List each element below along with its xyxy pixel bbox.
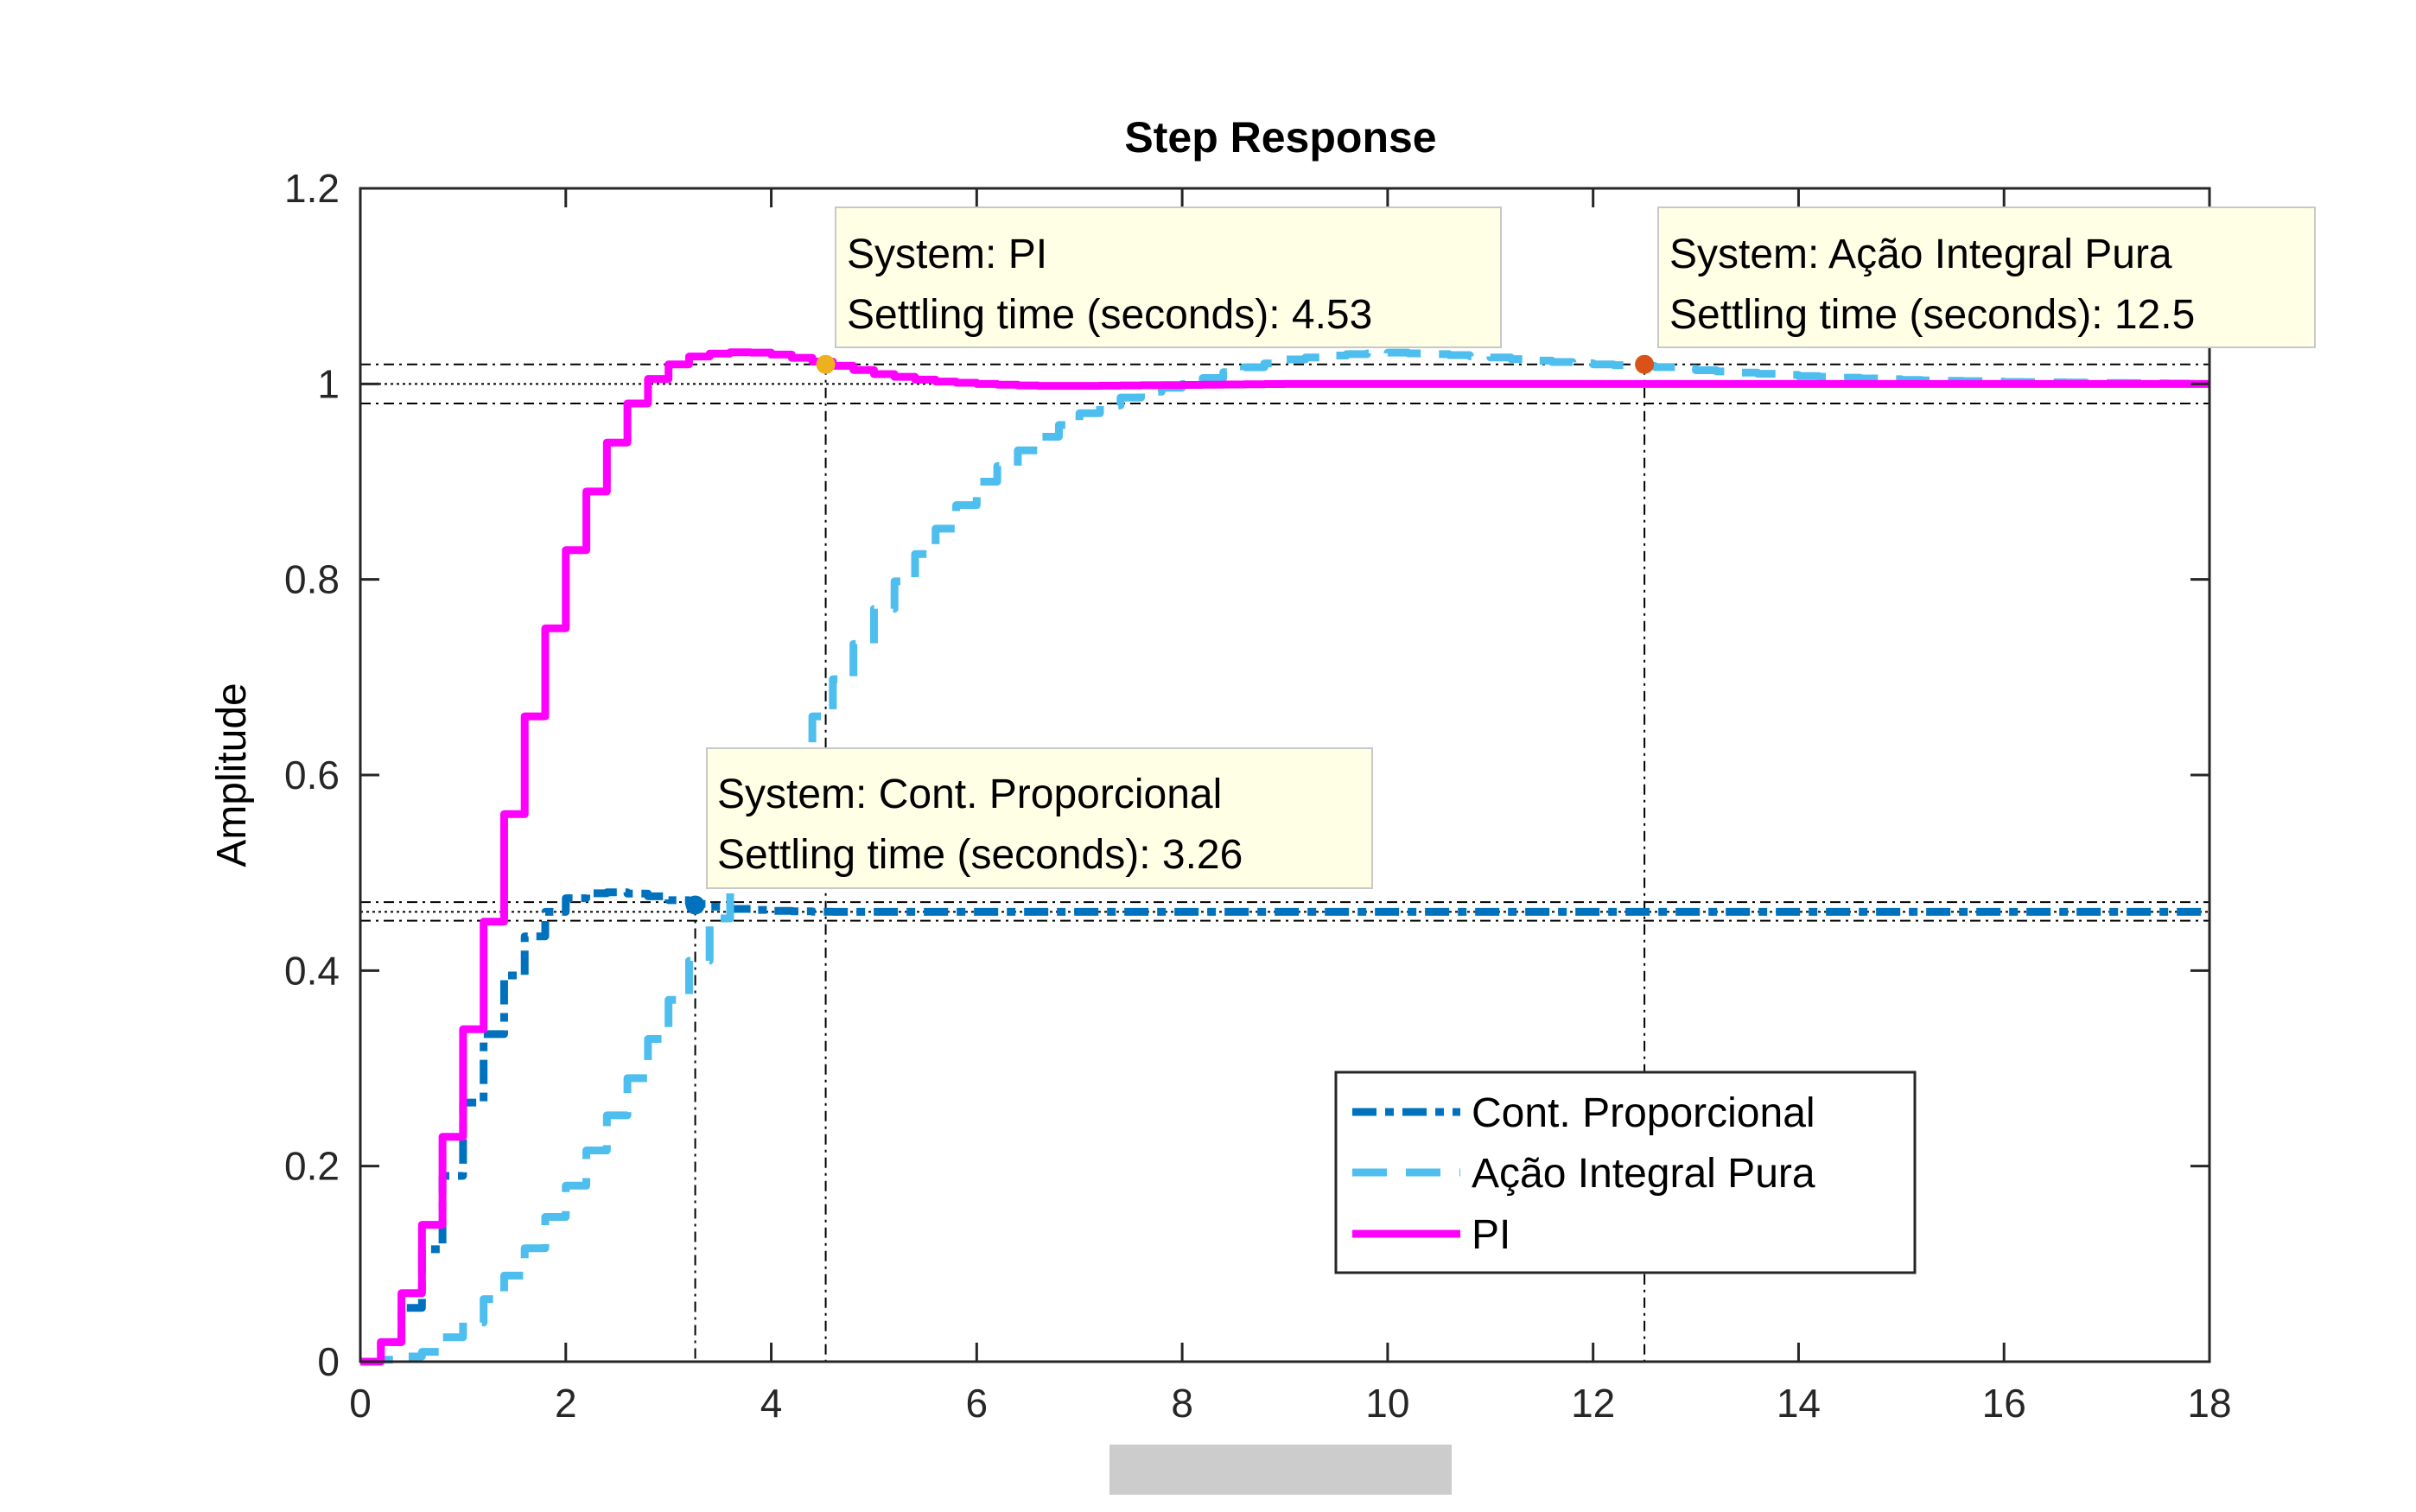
datatip-acao-integral-pura-line1: System: Ação Integral Pura [1669,232,2172,277]
datatip-acao-integral-pura-box [1657,206,2316,348]
legend-item-pi[interactable]: PI [1352,1212,1510,1258]
series-line-0 [360,888,2209,1366]
datatip-pi-line2: Settling time (seconds): 4.53 [847,292,1372,338]
x-tick-label-1: 2 [555,1381,577,1426]
legend-item-acao-integral-pura[interactable]: Ação Integral Pura [1352,1151,1815,1197]
chart-title: Step Response [1124,113,1436,162]
x-tick-label-4: 8 [1171,1381,1193,1426]
x-tick-label-8: 16 [1982,1381,2026,1426]
y-tick-label-5: 1 [317,361,340,406]
y-tick-label-3: 0.6 [284,753,340,797]
x-tick-label-7: 14 [1777,1381,1821,1426]
x-tick-label-6: 12 [1571,1381,1615,1426]
series-layer [360,348,2214,1366]
settling-marker-0[interactable] [816,354,836,374]
y-tick-label-1: 0.2 [284,1144,340,1189]
y-tick-label-0: 0 [317,1339,340,1384]
y-axis-label: Amplitude [209,683,255,867]
y-tick-label-2: 0.4 [284,948,340,993]
datatip-pi-box [835,206,1502,348]
legend-label-acao-integral-pura: Ação Integral Pura [1472,1151,1815,1197]
datatip-acao-integral-pura[interactable]: System: Ação Integral Pura Settling time… [1657,206,2316,348]
x-tick-label-5: 10 [1365,1381,1409,1426]
x-tick-label-0: 0 [349,1381,372,1426]
legend[interactable]: Cont. Proporcional Ação Integral Pura PI [1334,1070,1917,1274]
series-line-1 [360,348,2214,1366]
legend-label-pi: PI [1472,1212,1510,1258]
datatip-cont-proporcional[interactable]: System: Cont. Proporcional Settling time… [706,747,1373,889]
datatip-cont-proporcional-box [706,747,1373,889]
series-line-2 [360,348,2209,1366]
datatip-acao-integral-pura-line2: Settling time (seconds): 12.5 [1669,292,2195,338]
tick-layer: 0 2 4 6 8 10 12 14 16 18 0 0.2 0.4 0.6 0.8 1 1.2 [284,166,2232,1426]
legend-label-cont-proporcional: Cont. Proporcional [1472,1090,1815,1136]
datatip-cont-proporcional-line1: System: Cont. Proporcional [717,772,1222,817]
settling-marker-2[interactable] [685,895,705,915]
x-tick-label-2: 4 [760,1381,783,1426]
y-tick-label-6: 1.2 [284,166,340,211]
settling-marker-1[interactable] [1635,354,1655,374]
datatip-pi[interactable]: System: PI Settling time (seconds): 4.53 [835,206,1502,348]
datatip-cont-proporcional-line2: Settling time (seconds): 3.26 [717,832,1243,878]
redaction-bar [1109,1445,1452,1495]
y-tick-label-4: 0.8 [284,557,340,602]
x-tick-label-9: 18 [2187,1381,2231,1426]
legend-item-cont-proporcional[interactable]: Cont. Proporcional [1352,1090,1815,1136]
datatip-pi-line1: System: PI [847,232,1047,277]
x-tick-label-3: 6 [966,1381,989,1426]
marker-layer [685,354,1655,915]
